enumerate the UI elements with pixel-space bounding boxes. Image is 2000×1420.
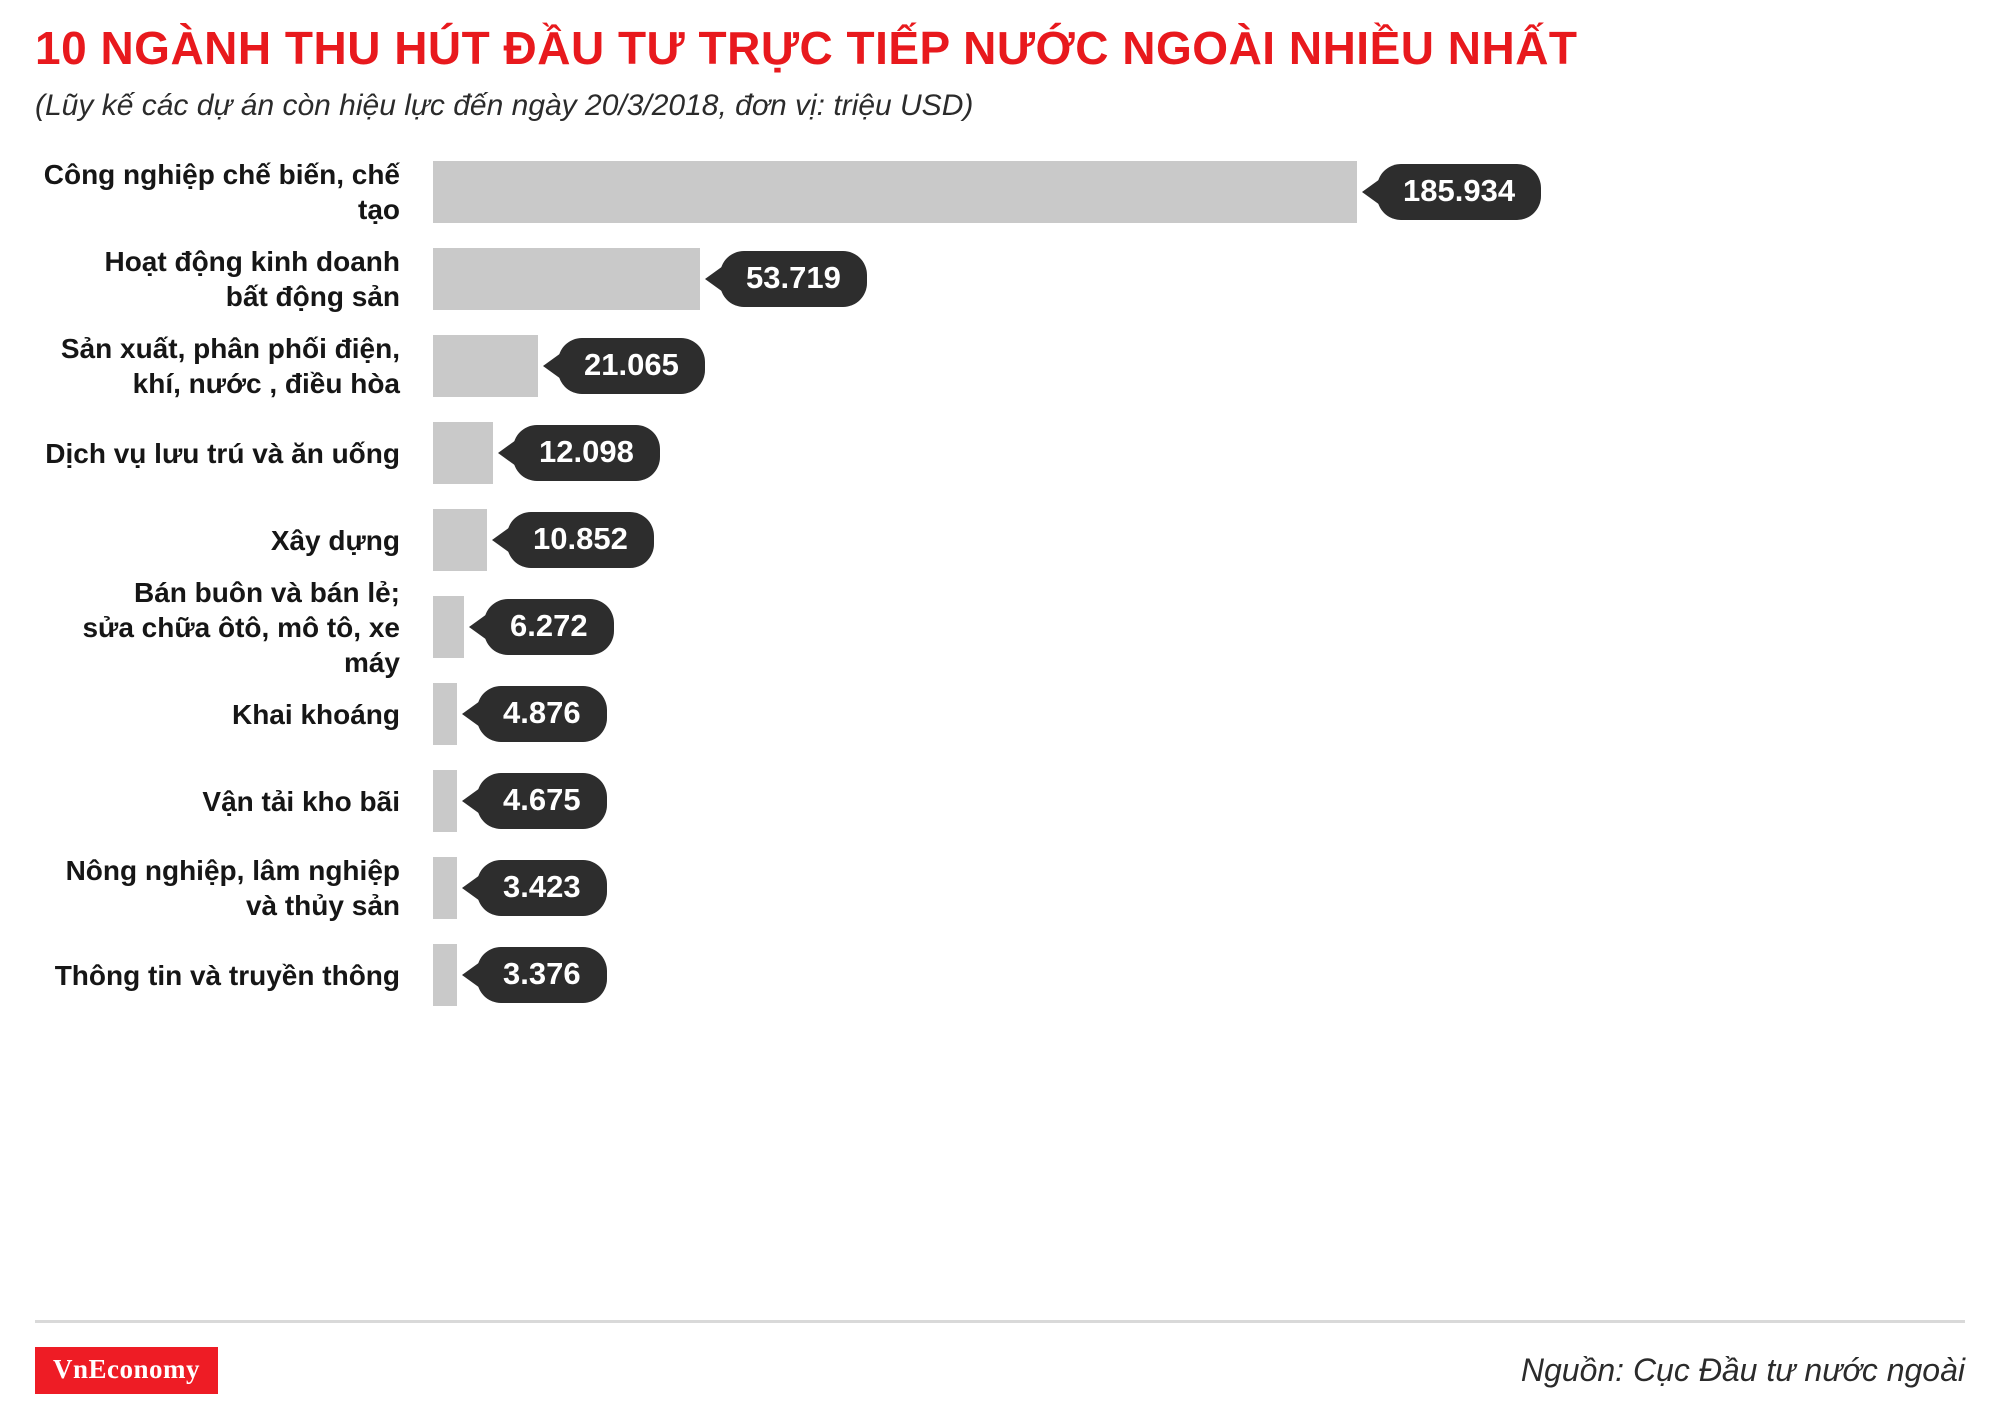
category-label: Vận tải kho bãi [202,785,400,817]
value-badge: 10.852 [507,512,654,569]
value-badge-text: 21.065 [584,347,679,383]
bar [433,944,457,1007]
value-badge-text: 12.098 [539,434,634,470]
bar-area: 12.098 [433,422,1965,485]
value-badge: 53.719 [720,251,867,308]
bar-rows: Công nghiệp chế biến, chế tạo 185.934 Ho… [35,149,1965,1019]
value-badge: 4.876 [477,686,607,743]
category-label: Thông tin và truyền thông [54,959,400,991]
value-badge: 21.065 [558,338,705,395]
bar-row: Hoạt động kinh doanh bất động sản 53.719 [35,236,1965,323]
value-badge: 185.934 [1377,164,1542,221]
value-badge: 3.423 [477,860,607,917]
value-badge-text: 4.675 [503,782,581,818]
bar-row: Sản xuất, phân phối điện, khí, nước , đi… [35,323,1965,410]
bar-area: 53.719 [433,248,1965,311]
bar-area: 6.272 [433,596,1965,659]
bar [433,335,538,398]
category-label: Khai khoáng [231,698,400,730]
bar-area: 4.675 [433,770,1965,833]
value-badge-text: 185.934 [1403,173,1516,209]
source-text: Nguồn: Cục Đầu tư nước ngoài [1520,1352,1965,1388]
bar-area: 185.934 [433,161,1965,224]
bar [433,509,487,572]
footer: VnEconomy Nguồn: Cục Đầu tư nước ngoài [35,1347,1965,1394]
bar-row: Dịch vụ lưu trú và ăn uống 12.098 [35,410,1965,497]
category-label: Hoạt động kinh doanh bất động sản [104,246,400,313]
bar-row: Vận tải kho bãi 4.675 [35,758,1965,845]
chart-title: 10 NGÀNH THU HÚT ĐẦU TƯ TRỰC TIẾP NƯỚC N… [35,22,1578,74]
bar [433,422,493,485]
category-label: Xây dựng [270,524,400,556]
value-badge-text: 6.272 [510,608,588,644]
bar-row: Nông nghiệp, lâm nghiệp và thủy sản 3.42… [35,845,1965,932]
value-badge: 3.376 [477,947,607,1004]
value-badge: 12.098 [513,425,660,482]
bar-area: 3.376 [433,944,1965,1007]
value-badge-text: 10.852 [533,521,628,557]
bar-area: 21.065 [433,335,1965,398]
value-badge-text: 3.423 [503,869,581,905]
value-badge: 6.272 [484,599,614,656]
bar-area: 3.423 [433,857,1965,920]
bar [433,161,1357,224]
bar-area: 10.852 [433,509,1965,572]
value-badge: 4.675 [477,773,607,830]
footer-divider [35,1320,1965,1323]
category-label: Sản xuất, phân phối điện, khí, nước , đi… [60,333,400,400]
spacer [35,1019,1965,1320]
value-badge-text: 53.719 [746,260,841,296]
vneconomy-logo: VnEconomy [35,1347,219,1394]
value-badge-text: 3.376 [503,956,581,992]
bar-row: Khai khoáng 4.876 [35,671,1965,758]
bar-row: Xây dựng 10.852 [35,497,1965,584]
category-label: Công nghiệp chế biến, chế tạo [43,159,400,226]
bar [433,596,464,659]
bar [433,683,457,746]
bar-row: Bán buôn và bán lẻ; sửa chữa ôtô, mô tô,… [35,577,1965,678]
bar [433,248,700,311]
bar [433,857,457,920]
category-label: Dịch vụ lưu trú và ăn uống [45,437,400,469]
category-label: Bán buôn và bán lẻ; sửa chữa ôtô, mô tô,… [82,576,400,678]
bar-row: Công nghiệp chế biến, chế tạo 185.934 [35,149,1965,236]
bar-area: 4.876 [433,683,1965,746]
chart-subtitle: (Lũy kế các dự án còn hiệu lực đến ngày … [35,88,974,122]
bar-row: Thông tin và truyền thông 3.376 [35,932,1965,1019]
bar [433,770,457,833]
bar-chart: Công nghiệp chế biến, chế tạo 185.934 Ho… [35,149,1965,1019]
category-label: Nông nghiệp, lâm nghiệp và thủy sản [65,855,400,922]
value-badge-text: 4.876 [503,695,581,731]
